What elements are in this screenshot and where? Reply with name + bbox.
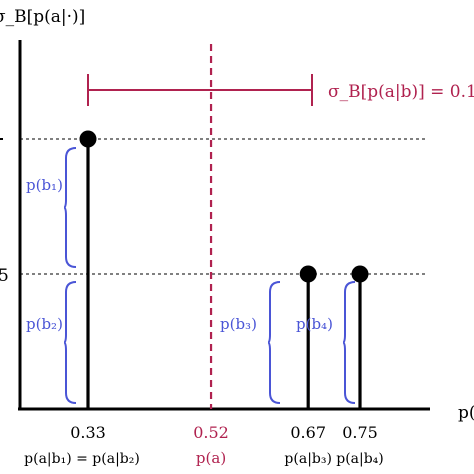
spread-bracket: σ_B[p(a|b)] = 0.1 [87,74,474,106]
stem-marker-3 [351,265,369,283]
x-tick-label-3: 0.75 [342,423,378,442]
stem-marker-1 [79,130,97,148]
x-tick-labels: 0.33 p(a|b₁) = p(a|b₂) 0.67 p(a|b₃) 0.75 p(a|… [24,423,384,467]
x-axis-label: p( [458,403,474,423]
brace-label-4: p(b₄) [296,315,333,333]
x-tick-label-mean: 0.52 [193,423,229,442]
braces: p(b₁) p(b₂) p(b₃) p(b₄) [26,147,356,404]
stem-marker-2 [299,265,317,283]
x-sub-label-3: p(a|b₄) [336,451,384,467]
y-tick-label: 5 [0,266,9,286]
y-axis-label: σ_B[p(a|·)] [0,7,85,27]
x-sub-label-2: p(a|b₃) [284,451,332,467]
x-tick-label-1: 0.33 [70,423,106,442]
brace-3 [267,281,281,404]
x-sub-label-1: p(a|b₁) = p(a|b₂) [24,451,140,467]
brace-2 [63,281,77,404]
brace-4 [342,281,356,404]
x-tick-label-2: 0.67 [290,423,326,442]
brace-1 [63,147,77,268]
brace-label-3: p(b₃) [220,315,257,333]
spread-label: σ_B[p(a|b)] = 0.1 [328,82,474,102]
brace-label-2: p(b₂) [26,315,63,333]
x-sub-label-mean: p(a) [196,449,226,467]
brace-label-1: p(b₁) [26,176,63,194]
stems [79,130,369,409]
